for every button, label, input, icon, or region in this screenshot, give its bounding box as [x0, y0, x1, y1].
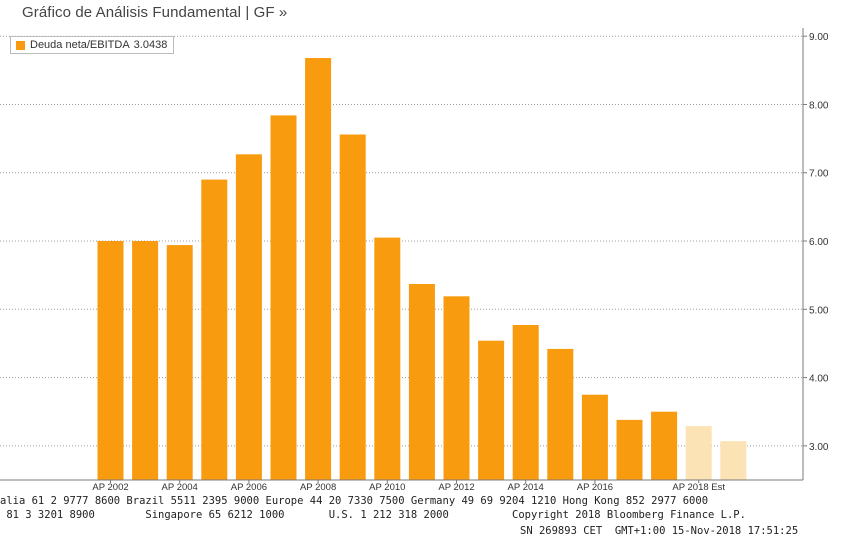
bar — [478, 340, 505, 480]
bar — [166, 245, 193, 480]
footer: alia 61 2 9777 8600 Brazil 5511 2395 900… — [0, 495, 847, 547]
y-tick-label: 4.00 — [809, 374, 829, 385]
y-tick-label: 3.00 — [809, 442, 829, 453]
legend-swatch — [16, 40, 25, 50]
x-tick-label: AP 2016 — [577, 482, 613, 492]
bar — [132, 241, 159, 480]
x-tick-label: AP 2006 — [231, 482, 267, 492]
y-tick-label: 6.00 — [809, 237, 829, 248]
page-title: Gráfico de Análisis Fundamental | GF » — [22, 4, 288, 21]
bar — [512, 325, 539, 480]
y-tick-label: 7.00 — [809, 169, 829, 180]
y-tick-label: 8.00 — [809, 100, 829, 111]
legend: Deuda neta/EBITDA 3.0438 — [10, 36, 175, 54]
bar — [339, 134, 366, 480]
bar — [685, 426, 712, 480]
bars — [97, 58, 747, 481]
y-tick-label: 5.00 — [809, 305, 829, 316]
bar — [547, 348, 574, 480]
x-tick-label: AP 2004 — [162, 482, 198, 492]
bar — [408, 284, 435, 480]
x-axis-ticks: AP 2002 AP 2004 AP 2006 AP 2008 AP 2010 AP 20… — [92, 480, 725, 492]
y-tick-label: 9.00 — [809, 32, 829, 43]
bar-chart: 3.004.005.006.007.008.009.00 AP 2002 AP 2… — [0, 28, 829, 492]
bar — [720, 441, 747, 480]
bar — [97, 241, 124, 480]
x-tick-label: AP 2012 — [438, 482, 474, 492]
legend-label: Deuda neta/EBITDA — [30, 39, 130, 51]
x-tick-label: AP 2008 — [300, 482, 336, 492]
x-tick-label: AP 2014 — [508, 482, 544, 492]
bar — [374, 237, 401, 480]
bar — [235, 154, 262, 481]
bar — [616, 419, 643, 480]
x-tick-label: AP 2018 Est — [672, 482, 725, 492]
footer-line-1: alia 61 2 9777 8600 Brazil 5511 2395 900… — [0, 495, 709, 507]
legend-value: 3.0438 — [133, 39, 168, 51]
footer-line-2: 81 3 3201 8900 Singapore 65 6212 1000 U.… — [0, 509, 746, 521]
bar — [443, 296, 470, 480]
x-tick-label: AP 2010 — [369, 482, 405, 492]
bar — [651, 411, 678, 480]
y-axis-ticks: 3.00 4.00 5.00 6.00 7.00 8.00 9.00 — [803, 32, 829, 453]
bar — [201, 179, 228, 480]
footer-line-3: SN 269893 CET GMT+1:00 15-Nov-2018 17:51… — [520, 525, 799, 537]
bar — [305, 58, 332, 480]
bar — [581, 394, 608, 480]
bar — [270, 115, 297, 481]
x-tick-label: AP 2002 — [92, 482, 128, 492]
